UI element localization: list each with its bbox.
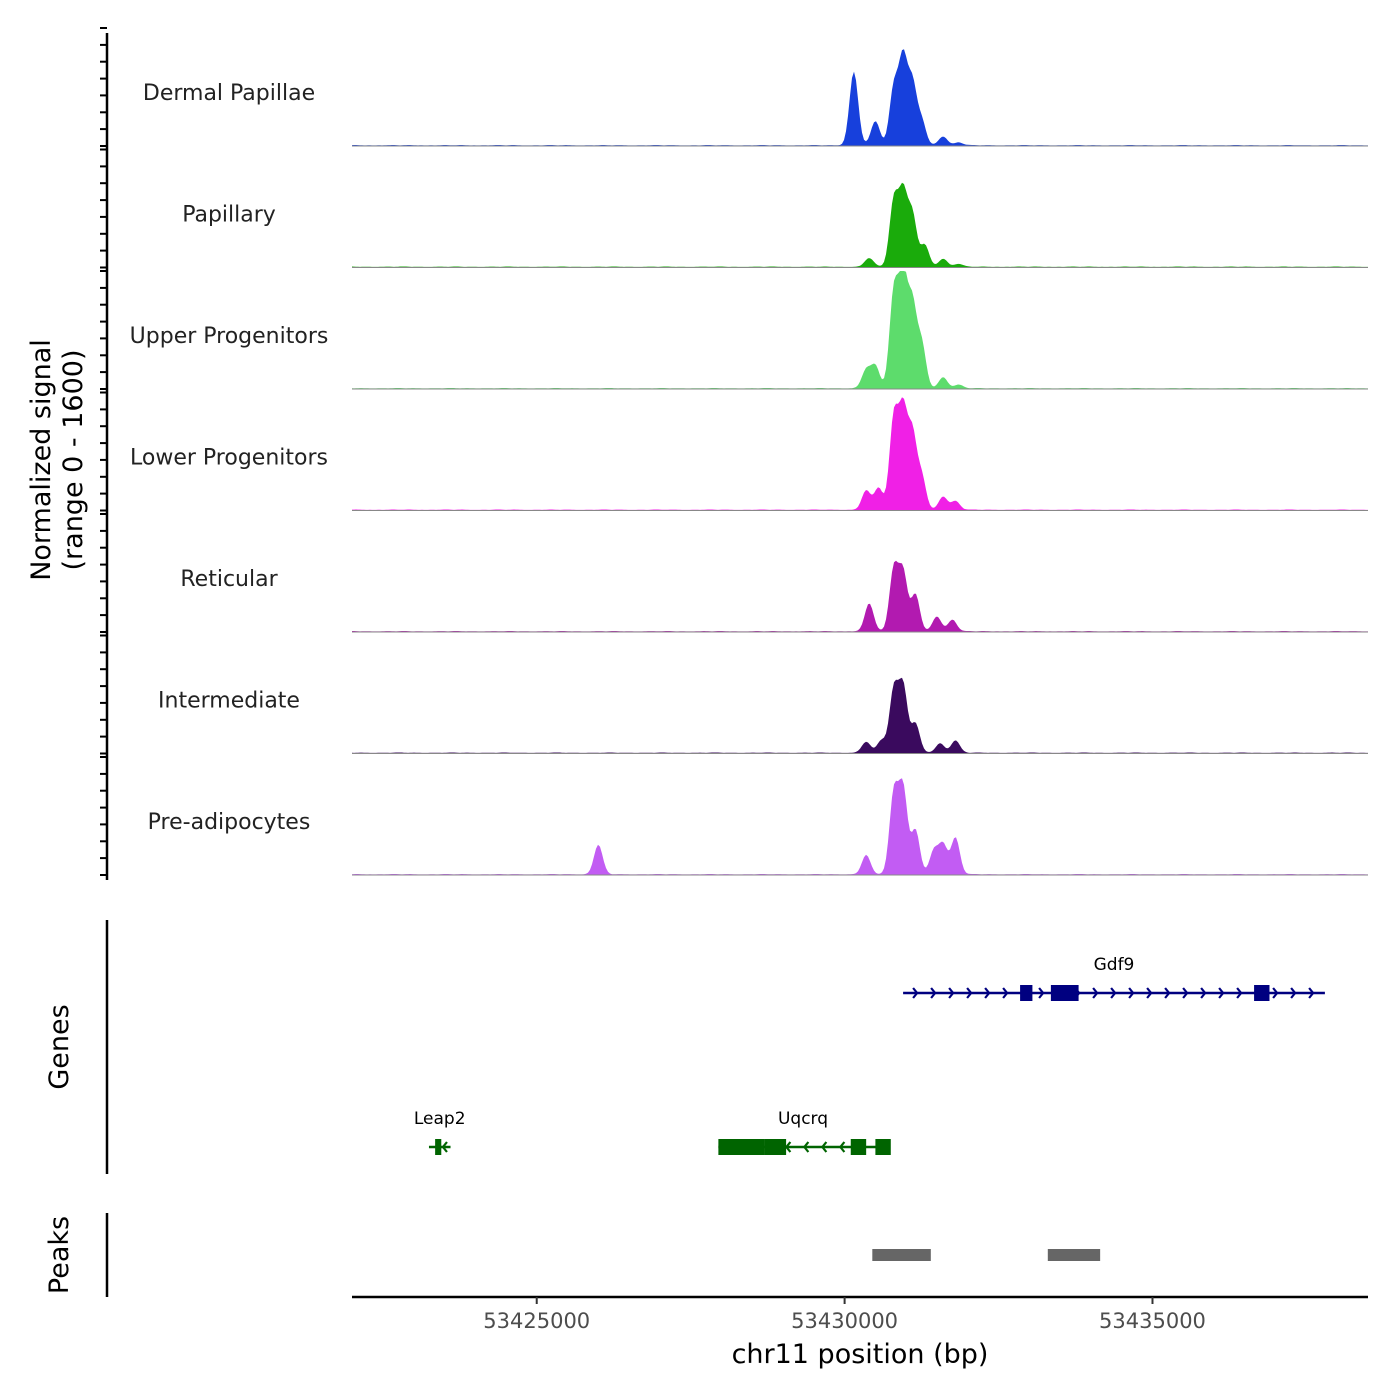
gene-exon <box>764 1139 787 1155</box>
gene-exon <box>1020 985 1033 1001</box>
strand-arrow <box>1182 987 1189 999</box>
strand-arrow <box>784 1141 792 1153</box>
track-label: Papillary <box>182 203 276 228</box>
peaks-panel <box>105 1213 1101 1297</box>
x-axis: 53425000 53430000 53435000 <box>352 1295 1368 1333</box>
strand-arrow <box>984 987 991 999</box>
gene-annotation-panel: Gdf9 Leap2 Uqcrq <box>105 920 1325 1174</box>
strand-arrow <box>1218 987 1225 999</box>
strand-arrow <box>838 1141 846 1153</box>
strand-arrow <box>1272 987 1279 999</box>
y-axis-title-line2: (range 0 - 1600) <box>58 350 89 571</box>
gene-exon <box>1050 985 1079 1001</box>
track-label: Intermediate <box>158 689 300 714</box>
coverage-tracks: Dermal Papillae Papillary Upper Progenitor… <box>100 27 1368 880</box>
strand-arrow <box>1128 987 1135 999</box>
gene-gdf9: Gdf9 <box>903 955 1325 1001</box>
strand-arrow <box>930 987 937 999</box>
strand-arrow <box>966 987 973 999</box>
strand-arrow <box>802 1141 810 1153</box>
peak-region <box>1047 1249 1101 1261</box>
track-label: Lower Progenitors <box>130 446 328 471</box>
coverage-area-1 <box>352 49 1368 146</box>
strand-arrow <box>912 987 919 999</box>
gene-label: Gdf9 <box>1094 955 1135 975</box>
gene-exon <box>1254 985 1270 1001</box>
genes-panel-title: Genes <box>44 1004 75 1089</box>
coverage-area-2 <box>352 182 1368 268</box>
gene-label: Uqcrq <box>778 1109 828 1129</box>
gene-exon <box>718 1139 765 1155</box>
strand-arrow <box>1290 987 1297 999</box>
gene-exon <box>875 1139 891 1155</box>
strand-arrow <box>1236 987 1243 999</box>
strand-arrow <box>441 1141 448 1153</box>
strand-arrow <box>1092 987 1099 999</box>
gene-exon <box>435 1139 442 1155</box>
gene-exon <box>850 1139 867 1155</box>
coverage-area-7 <box>352 778 1368 875</box>
strand-arrow <box>1308 987 1315 999</box>
x-tick-label: 53425000 <box>483 1309 590 1333</box>
y-axis-title-line1: Normalized signal <box>26 339 57 581</box>
strand-arrow <box>820 1141 828 1153</box>
coverage-area-4 <box>352 397 1368 511</box>
strand-arrow <box>1200 987 1207 999</box>
track-label: Reticular <box>180 567 278 592</box>
gene-label: Leap2 <box>414 1109 466 1129</box>
gene-uqcrq: Uqcrq <box>718 1109 891 1155</box>
x-tick-label: 53435000 <box>1099 1309 1206 1333</box>
coverage-area-6 <box>352 677 1368 754</box>
track-label: Dermal Papillae <box>143 81 315 106</box>
strand-arrow <box>948 987 955 999</box>
peak-region <box>872 1249 931 1261</box>
coverage-area-5 <box>352 560 1368 632</box>
x-axis-title: chr11 position (bp) <box>732 1339 989 1370</box>
peaks-panel-title: Peaks <box>44 1216 75 1294</box>
x-tick-label: 53430000 <box>791 1309 898 1333</box>
strand-arrow <box>1110 987 1117 999</box>
strand-arrow <box>1002 987 1009 999</box>
gene-leap2: Leap2 <box>414 1109 466 1155</box>
strand-arrow <box>1038 987 1045 999</box>
track-label: Pre-adipocytes <box>148 810 311 835</box>
strand-arrow <box>1164 987 1171 999</box>
strand-arrow <box>1146 987 1153 999</box>
track-label: Upper Progenitors <box>130 324 329 349</box>
coverage-area-3 <box>352 271 1368 389</box>
